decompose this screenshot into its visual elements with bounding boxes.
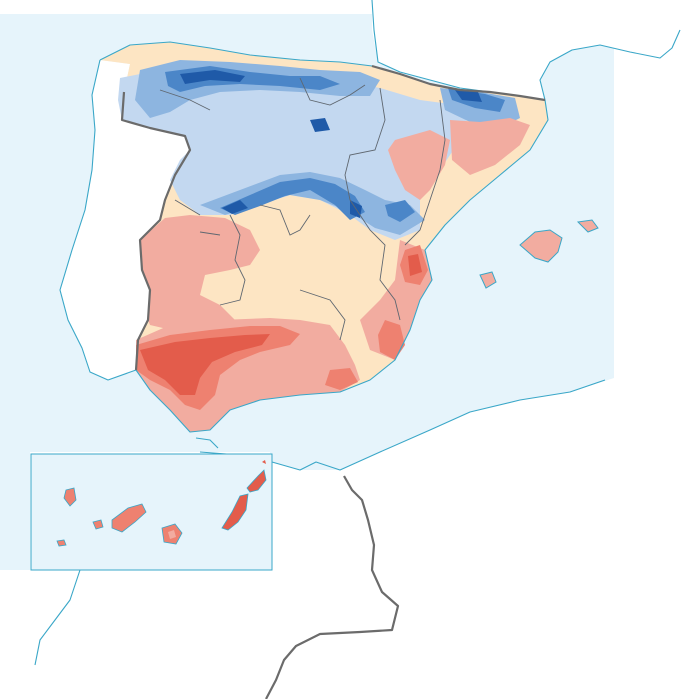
france-land [372,0,682,100]
africa-land [0,560,80,699]
strait-coast [195,437,219,449]
zone-very-dark-blue-2 [455,90,482,102]
region-borders [159,77,446,341]
island-menorca [576,219,599,233]
zone-dark-red-guadalquivir [140,334,270,395]
portugal-coast [59,59,137,381]
island-fuerteventura [221,493,249,531]
zone-light-blue-north [118,66,470,240]
zone-red-almeria [325,368,358,390]
island-lanzarote [246,469,267,493]
island-mallorca [519,229,563,263]
portugal-land [60,60,190,380]
sea-west-strip [0,380,30,570]
spain-mainland [99,41,549,433]
zone-very-dark-blue-3 [222,200,248,214]
island-gran-canaria-center [168,530,176,539]
island-la-palma [63,487,77,507]
west-africa-coast [34,569,81,666]
zone-light-red-east [388,130,450,200]
island-la-gomera [92,519,104,530]
zone-very-dark-blue-5 [310,118,330,132]
island-ibiza [479,271,497,289]
zone-very-dark-blue-1 [180,70,245,84]
zone-dark-blue-central [220,178,365,220]
zone-mid-blue-central [200,172,425,235]
zone-dark-red-valencia [408,254,422,276]
border-spain-france [371,64,546,102]
zone-light-red-ebro [450,118,530,175]
island-alegranza [262,460,266,464]
zone-dark-blue-iberian [385,200,415,222]
island-tenerife [111,503,147,533]
canary-inset [30,453,273,571]
sea-atlantic-south [0,380,614,472]
zone-light-red-west [140,215,260,332]
island-el-hierro [56,539,67,547]
inset-frame [30,453,273,571]
border-spain-portugal [120,91,192,371]
border-morocco-algeria [265,475,400,699]
spain-coast [99,41,549,433]
morocco-land [200,370,682,699]
balearic-islands [479,219,599,289]
zone-red-murcia [378,320,405,360]
